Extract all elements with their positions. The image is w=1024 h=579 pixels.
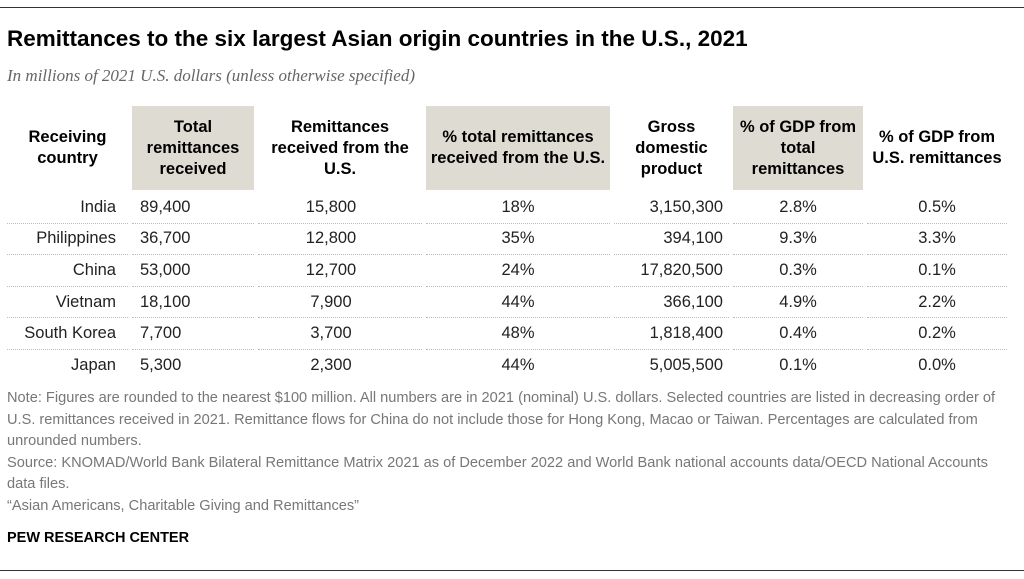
cell-pct-gdp-us: 0.1% xyxy=(867,255,1007,287)
cell-total: 5,300 xyxy=(140,355,182,374)
cell-total: 18,100 xyxy=(132,287,254,319)
cell-pct-from-us: 48% xyxy=(426,318,610,350)
cell-pct-from-us: 35% xyxy=(426,224,610,256)
cell-from-us: 2,300 xyxy=(310,355,352,374)
header-pct-from-us: % total remittances received from the U.… xyxy=(426,106,610,190)
cell-gdp: 3,150,300 xyxy=(614,190,729,224)
cell-from-us: 12,700 xyxy=(258,255,422,287)
header-pct-gdp-us: % of GDP from U.S. remittances xyxy=(872,128,1002,167)
cell-gdp: 5,005,500 xyxy=(649,355,723,374)
cell-pct-gdp-total: 0.3% xyxy=(733,255,863,287)
table-row: Vietnam 18,100 7,900 44% 366,100 4.9% 2.… xyxy=(7,287,1007,319)
report-title: “Asian Americans, Charitable Giving and … xyxy=(7,497,360,514)
cell-from-us: 3,700 xyxy=(258,318,422,350)
cell-from-us: 15,800 xyxy=(258,190,422,224)
table-header-row: Receiving country Total remittances rece… xyxy=(7,106,1007,190)
cell-gdp: 17,820,500 xyxy=(614,255,729,287)
table-row: Philippines 36,700 12,800 35% 394,100 9.… xyxy=(7,224,1007,256)
table-row: India 89,400 15,800 18% 3,150,300 2.8% 0… xyxy=(7,190,1007,224)
cell-pct-from-us: 18% xyxy=(426,190,610,224)
header-gdp: Gross domestic product xyxy=(635,117,708,178)
cell-gdp: 366,100 xyxy=(614,287,729,319)
remittances-table: Receiving country Total remittances rece… xyxy=(3,106,1011,381)
cell-gdp: 394,100 xyxy=(614,224,729,256)
cell-pct-gdp-us: 2.2% xyxy=(867,287,1007,319)
cell-pct-gdp-us: 3.3% xyxy=(867,224,1007,256)
cell-country: Vietnam xyxy=(7,287,128,319)
cell-total: 36,700 xyxy=(132,224,254,256)
note-text: Note: Figures are rounded to the nearest… xyxy=(7,390,996,449)
footnotes: Note: Figures are rounded to the nearest… xyxy=(7,388,1012,517)
source-text: Source: KNOMAD/World Bank Bilateral Remi… xyxy=(7,454,988,493)
page-title: Remittances to the six largest Asian ori… xyxy=(7,26,748,51)
cell-pct-from-us: 24% xyxy=(426,255,610,287)
table-row: Japan 5,300 2,300 44% 5,005,500 0.1% 0.0… xyxy=(7,350,1007,381)
brand-logo-text: PEW RESEARCH CENTER xyxy=(7,530,190,546)
cell-country: India xyxy=(7,190,128,224)
cell-country: Japan xyxy=(71,355,116,374)
cell-pct-from-us: 44% xyxy=(501,355,535,374)
header-total-remittances: Total remittances received xyxy=(132,106,254,190)
cell-from-us: 7,900 xyxy=(258,287,422,319)
cell-pct-gdp-total: 2.8% xyxy=(733,190,863,224)
header-remittances-from-us: Remittances received from the U.S. xyxy=(271,117,409,178)
bottom-rule xyxy=(0,570,1024,571)
cell-pct-gdp-us: 0.0% xyxy=(918,355,956,374)
table-row: South Korea 7,700 3,700 48% 1,818,400 0.… xyxy=(7,318,1007,350)
cell-pct-gdp-total: 4.9% xyxy=(733,287,863,319)
cell-country: Philippines xyxy=(7,224,128,256)
cell-country: China xyxy=(7,255,128,287)
cell-pct-gdp-us: 0.2% xyxy=(867,318,1007,350)
cell-pct-gdp-total: 9.3% xyxy=(733,224,863,256)
cell-pct-gdp-total: 0.4% xyxy=(733,318,863,350)
cell-total: 7,700 xyxy=(132,318,254,350)
cell-total: 53,000 xyxy=(132,255,254,287)
cell-pct-gdp-total: 0.1% xyxy=(779,355,817,374)
cell-gdp: 1,818,400 xyxy=(614,318,729,350)
cell-total: 89,400 xyxy=(132,190,254,224)
cell-country: South Korea xyxy=(7,318,128,350)
table-row: China 53,000 12,700 24% 17,820,500 0.3% … xyxy=(7,255,1007,287)
cell-from-us: 12,800 xyxy=(258,224,422,256)
cell-pct-from-us: 44% xyxy=(426,287,610,319)
header-pct-gdp-total: % of GDP from total remittances xyxy=(733,106,863,190)
cell-pct-gdp-us: 0.5% xyxy=(867,190,1007,224)
page-subtitle: In millions of 2021 U.S. dollars (unless… xyxy=(7,66,415,85)
top-rule xyxy=(0,7,1024,8)
header-receiving-country: Receiving country xyxy=(28,128,107,167)
